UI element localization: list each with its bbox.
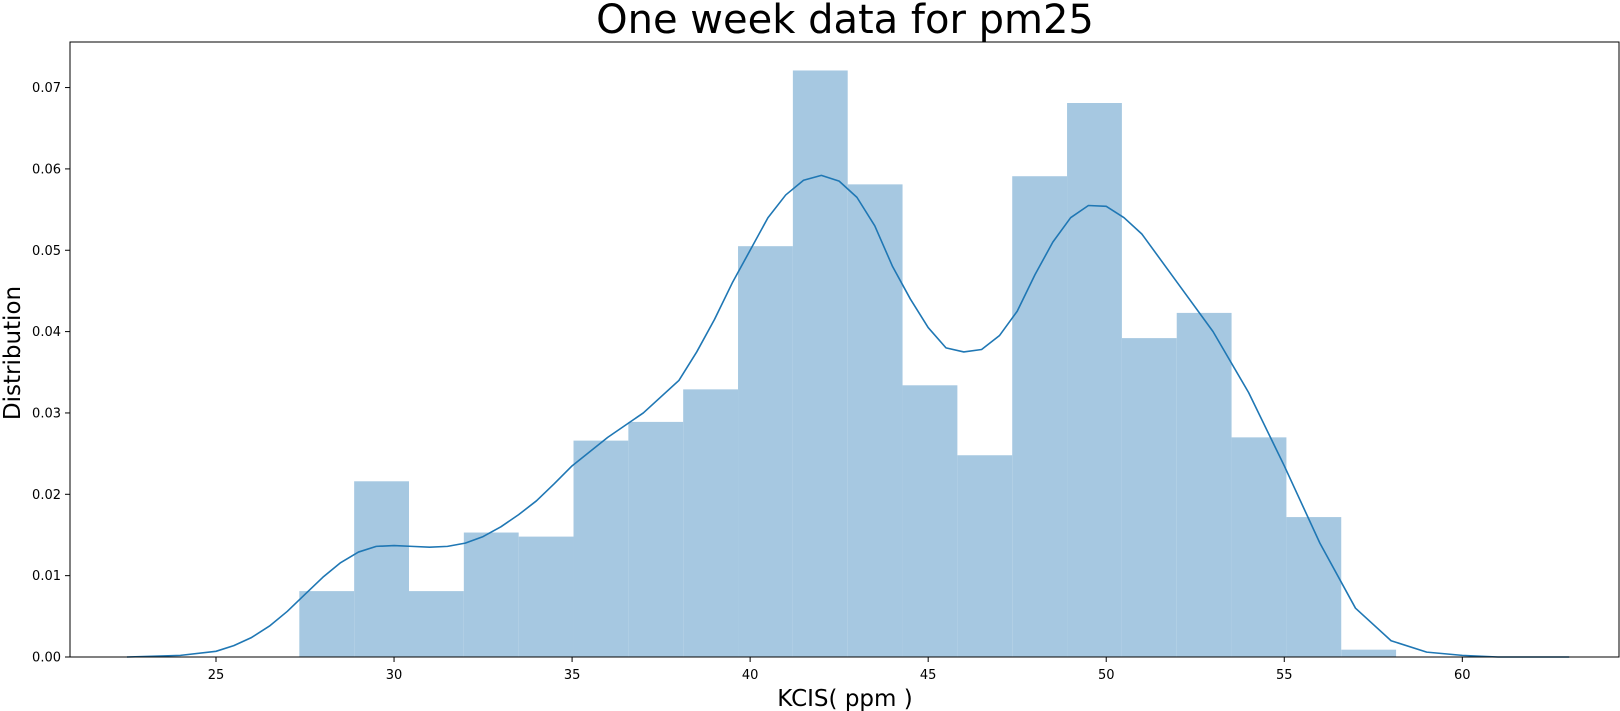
- histogram-bars: [299, 70, 1397, 657]
- histogram-bar-5: [518, 536, 574, 657]
- histogram-bar-18: [1231, 437, 1287, 657]
- histogram-bar-20: [1341, 649, 1397, 657]
- y-tick-label: 0.06: [32, 162, 61, 177]
- histogram-bar-4: [463, 532, 519, 657]
- y-tick-label: 0.05: [32, 244, 61, 259]
- y-axis-label: Distribution: [0, 286, 26, 420]
- x-axis-label: KCIS( ppm ): [777, 686, 912, 711]
- histogram-bar-10: [792, 70, 848, 657]
- histogram-bar-14: [1012, 176, 1068, 657]
- histogram-bar-6: [573, 440, 629, 657]
- x-tick-label: 45: [920, 668, 937, 683]
- histogram-bar-8: [683, 389, 739, 657]
- histogram-bar-11: [847, 184, 903, 657]
- histogram-bar-9: [738, 246, 793, 657]
- y-tick-label: 0.00: [32, 651, 61, 666]
- histogram-bar-17: [1176, 312, 1232, 657]
- histogram-bar-15: [1067, 103, 1122, 657]
- kde-curve: [126, 174, 1570, 658]
- x-tick-label: 25: [208, 668, 225, 683]
- histogram-bar-2: [354, 481, 409, 657]
- chart-title: One week data for pm25: [596, 0, 1094, 43]
- histogram-bar-19: [1286, 517, 1342, 657]
- histogram-bar-7: [628, 421, 684, 657]
- histogram-bar-1: [299, 591, 355, 657]
- x-tick-label: 35: [564, 668, 581, 683]
- x-tick-label: 60: [1454, 668, 1471, 683]
- x-axis-ticks: 25 30 35 40 45 50 55 60: [208, 657, 1471, 683]
- histogram-bar-3: [408, 591, 464, 657]
- histogram-bar-13: [957, 455, 1013, 657]
- x-tick-label: 55: [1276, 668, 1293, 683]
- plot-area-frame: [69, 41, 1620, 658]
- x-tick-label: 40: [742, 668, 759, 683]
- y-axis-ticks: 0.00 0.01 0.02 0.03 0.04 0.05 0.06 0.07: [32, 81, 70, 666]
- x-tick-label: 30: [386, 668, 403, 683]
- y-tick-label: 0.04: [32, 325, 61, 340]
- y-tick-label: 0.07: [32, 81, 61, 96]
- x-tick-label: 50: [1098, 668, 1115, 683]
- histogram-bar-12: [902, 385, 958, 657]
- y-tick-label: 0.01: [32, 569, 61, 584]
- kde-curve-layer: [126, 174, 1570, 658]
- y-tick-label: 0.02: [32, 488, 61, 503]
- histogram-bar-16: [1121, 338, 1177, 657]
- y-tick-label: 0.03: [32, 406, 61, 421]
